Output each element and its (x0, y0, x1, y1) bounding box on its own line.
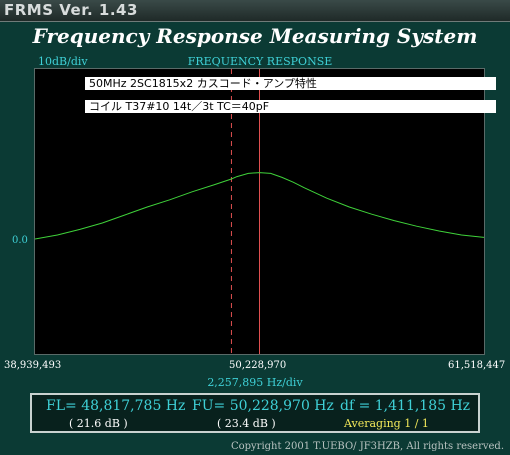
x-div-label: 2,257,895 Hz/div (207, 376, 303, 389)
fu-db: ( 23.4 dB ) (217, 417, 276, 430)
x-left-label: 38,939,493 (4, 360, 62, 371)
note-line-1: 50MHz 2SC1815x2 カスコード・アンプ特性 (85, 77, 496, 90)
window-title: FRMS Ver. 1.43 (4, 1, 138, 19)
fl-db: ( 21.6 dB ) (69, 417, 128, 430)
df-value: df = 1,411,185 Hz (340, 398, 471, 414)
title-bar[interactable]: FRMS Ver. 1.43 (0, 0, 510, 22)
x-center-label: 50,228,970 (229, 360, 287, 371)
copyright: Copyright 2001 T.UEBO/ JF3HZB, All right… (230, 441, 504, 452)
x-right-label: 61,518,447 (448, 360, 506, 371)
note-line-2: コイル T37#10 14t／3t TC＝40pF (85, 100, 496, 113)
response-chart (34, 69, 485, 354)
averaging-status: Averaging 1 / 1 (344, 417, 429, 430)
response-trace (34, 172, 485, 240)
y-scale-label: 10dB/div (38, 55, 88, 68)
y-zero-label: 0.0 (12, 235, 28, 246)
app-title: Frequency Response Measuring System (32, 24, 478, 48)
plot-area[interactable]: 50MHz 2SC1815x2 カスコード・アンプ特性 コイル T37#10 1… (34, 68, 496, 355)
measurement-panel: FL= 48,817,785 Hz ( 21.6 dB ) FU= 50,228… (30, 393, 480, 433)
fl-value: FL= 48,817,785 Hz (46, 398, 186, 414)
plot-header: FREQUENCY RESPONSE (187, 55, 333, 68)
fu-value: FU= 50,228,970 Hz (192, 398, 334, 414)
